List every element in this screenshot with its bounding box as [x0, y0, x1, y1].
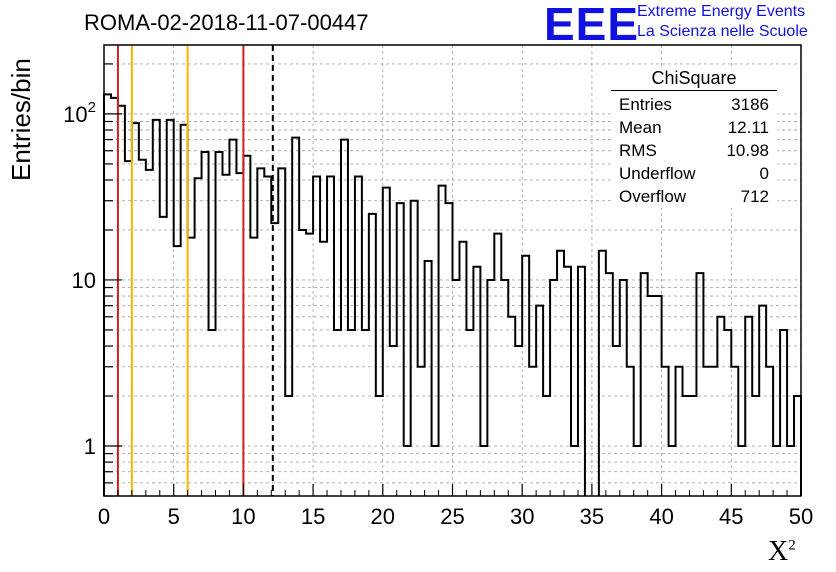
stats-row: Entries 3186 [611, 93, 777, 116]
x-tick-label: 10 [231, 504, 255, 529]
stats-value: 0 [759, 164, 769, 183]
x-axis-label-sup: 2 [788, 537, 796, 554]
eee-logo: EEE [544, 0, 640, 50]
histogram-step-line [103, 93, 802, 496]
stats-row: Mean 12.11 [611, 116, 777, 139]
x-axis-label-base: X [768, 536, 789, 567]
x-tick-label: 45 [719, 504, 743, 529]
x-tick-label: 50 [789, 504, 813, 529]
y-tick-label: 10 [72, 268, 96, 293]
stats-value: 712 [740, 187, 769, 206]
x-tick-label: 30 [510, 504, 534, 529]
x-tick-label: 40 [649, 504, 673, 529]
stats-label: Overflow [619, 187, 687, 206]
stats-box: ChiSquare Entries 3186 Mean 12.11 RMS 10.98… [611, 68, 777, 208]
chart-title: ROMA-02-2018-11-07-00447 [84, 10, 369, 35]
logo-line-1: Extreme Energy Events [637, 3, 806, 20]
x-tick-label: 0 [98, 504, 110, 529]
x-axis-label: X2 [768, 536, 796, 568]
marker-lines [116, 45, 274, 496]
stats-label: Mean [619, 118, 662, 137]
x-tick-label: 25 [440, 504, 464, 529]
y-tick-label: 102 [63, 99, 96, 127]
x-tick-label: 5 [168, 504, 180, 529]
stats-value: 3186 [731, 95, 769, 114]
stats-row: Overflow 712 [611, 185, 777, 208]
y-tick-label: 1 [84, 434, 96, 459]
grid-lines [104, 45, 801, 496]
x-tick-label: 15 [301, 504, 325, 529]
logo-line-2: La Scienza nelle Scuole [637, 23, 808, 40]
stats-row: Underflow 0 [611, 162, 777, 185]
stats-title: ChiSquare [611, 68, 777, 91]
stats-label: RMS [619, 141, 657, 160]
stats-row: RMS 10.98 [611, 139, 777, 162]
axis-ticks: 0 5 10 15 20 25 30 35 40 45 50 1 10 102 [63, 63, 813, 529]
x-tick-label: 20 [371, 504, 395, 529]
y-axis-label: Entries/bin [6, 58, 36, 181]
histogram-series [103, 93, 802, 496]
stats-value: 10.98 [726, 141, 769, 160]
x-tick-label: 35 [580, 504, 604, 529]
stats-label: Underflow [619, 164, 696, 183]
stats-value: 12.11 [727, 118, 769, 137]
stats-label: Entries [619, 95, 672, 114]
